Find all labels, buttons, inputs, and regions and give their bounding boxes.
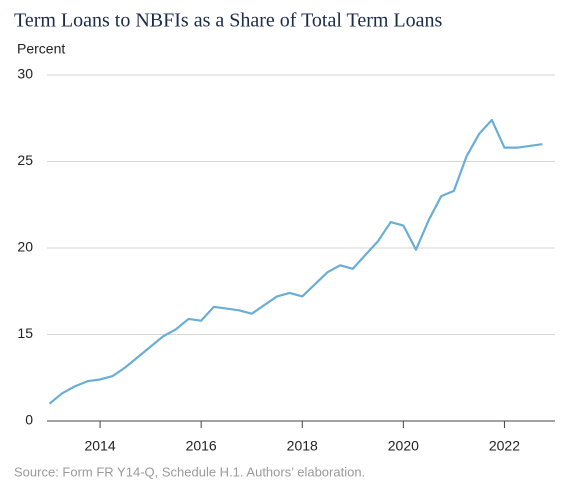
x-tick-label: 2014: [84, 438, 115, 454]
y-tick-label: 30: [17, 66, 33, 82]
y-tick-label: 25: [17, 152, 33, 168]
chart-title: Term Loans to NBFIs as a Share of Total …: [14, 10, 443, 32]
x-tick-label: 2020: [388, 438, 419, 454]
x-tick-label: 2018: [287, 438, 318, 454]
y-tick-label: 20: [17, 239, 33, 255]
y-axis-label: Percent: [17, 41, 65, 57]
data-line: [48, 118, 543, 405]
x-tick-label: 2016: [186, 438, 217, 454]
y-tick-label: 0: [25, 412, 33, 428]
x-tick-label: 2022: [489, 438, 520, 454]
source-note: Source: Form FR Y14-Q, Schedule H.1. Aut…: [14, 464, 365, 479]
y-tick-label: 15: [17, 325, 33, 341]
